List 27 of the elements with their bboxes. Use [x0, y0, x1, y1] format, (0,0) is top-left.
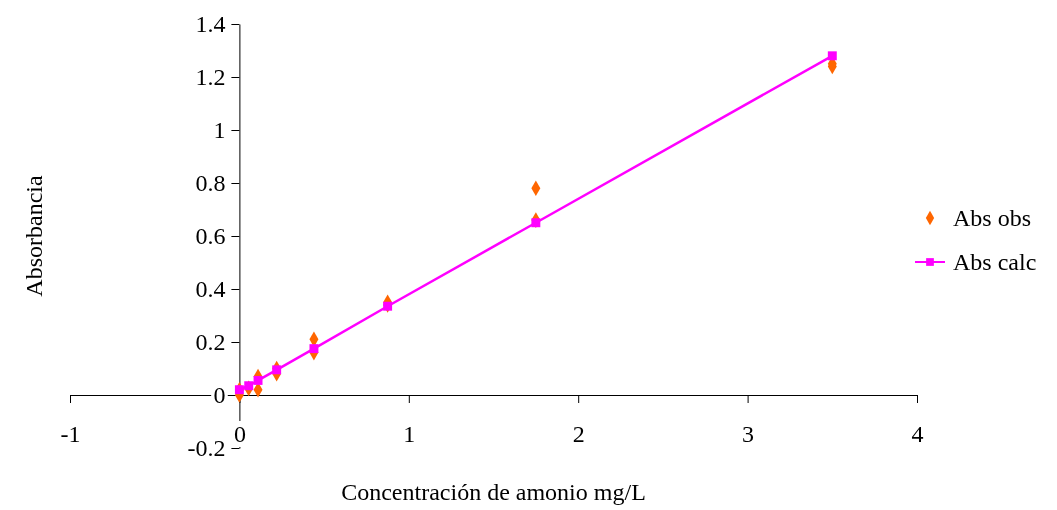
- y-tick-label: 0.6: [195, 223, 226, 250]
- point: [531, 218, 541, 228]
- x-tick-label: 3: [742, 421, 755, 447]
- y-tick-label: 0.4: [195, 276, 226, 303]
- y-axis-title: Absorbancia: [21, 175, 47, 297]
- y-tick-label: -0.2: [187, 435, 226, 462]
- point: [253, 375, 263, 385]
- point: [827, 51, 837, 61]
- x-tick-label: -1: [60, 421, 81, 447]
- point: [244, 381, 254, 391]
- y-tick-label: 0.8: [195, 170, 226, 197]
- x-tick-label: 2: [572, 421, 585, 447]
- y-tick-label: 1.2: [195, 64, 226, 91]
- x-tick-label: 0: [233, 421, 246, 447]
- x-tick-label: 4: [911, 421, 924, 447]
- y-tick-label: 0: [213, 382, 226, 409]
- point: [272, 365, 282, 375]
- legend-label: Abs calc: [953, 249, 1037, 275]
- y-tick-label: 0.2: [195, 329, 226, 356]
- y-tick-label: 1.4: [195, 11, 226, 38]
- legend-label: Abs obs: [953, 205, 1032, 231]
- x-tick-label: 1: [403, 421, 416, 447]
- point: [234, 385, 244, 395]
- x-axis-title: Concentración de amonio mg/L: [341, 479, 646, 505]
- y-tick-label: 1: [213, 117, 226, 144]
- point: [383, 301, 393, 311]
- point: [309, 344, 319, 354]
